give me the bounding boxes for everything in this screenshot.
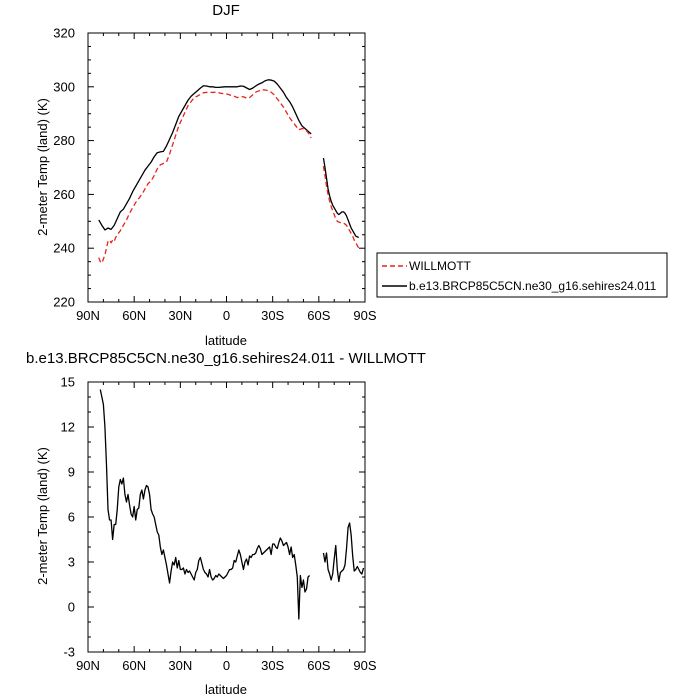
top-series-line-willmott	[98, 89, 312, 264]
top-chart: 90N 60N 30N 0 30S 60S 90S 220 240 260 280 300 320	[53, 26, 377, 324]
top-series-line-model	[322, 157, 360, 239]
bottom-chart: 90N 60N 30N 0 30S 60S 90S -3 0 3 6 9 12 15	[61, 375, 377, 674]
top-x-tick-label: 90S	[353, 308, 376, 323]
top-x-tick-label: 60S	[307, 308, 330, 323]
top-y-tick-label: 260	[53, 187, 75, 202]
bottom-plot-frame	[87, 381, 366, 653]
top-y-tick-label: 300	[53, 79, 75, 94]
top-x-tick-label: 60N	[122, 308, 146, 323]
top-series-line-willmott	[322, 166, 360, 249]
bottom-series-line-model	[99, 389, 311, 620]
bottom-x-tick-label: 60N	[122, 658, 146, 673]
top-y-tick-label: 240	[53, 241, 75, 256]
bottom-x-tick-label: 30N	[168, 658, 192, 673]
bottom-x-tick-label: 60S	[307, 658, 330, 673]
top-chart-xlabel: latitude	[205, 333, 247, 348]
legend-label-model: b.e13.BRCP85C5CN.ne30_g16.sehires24.011	[409, 279, 657, 293]
bottom-y-tick-label: 15	[61, 375, 75, 390]
bottom-y-tick-label: 6	[68, 510, 75, 525]
bottom-y-tick-label: 3	[68, 555, 75, 570]
top-y-tick-label: 220	[53, 295, 75, 310]
bottom-y-tick-label: -3	[63, 645, 75, 660]
top-x-tick-label: 0	[223, 308, 230, 323]
bottom-chart-ylabel: 2-meter Temp (land) (K)	[35, 447, 50, 585]
bottom-x-tick-label: 0	[223, 658, 230, 673]
bottom-chart-title: b.e13.BRCP85C5CN.ne30_g16.sehires24.011 …	[26, 350, 426, 367]
bottom-y-tick-label: 12	[61, 420, 75, 435]
top-x-tick-label: 30N	[168, 308, 192, 323]
bottom-y-tick-label: 0	[68, 600, 75, 615]
top-y-tick-label: 320	[53, 26, 75, 41]
bottom-chart-xlabel: latitude	[205, 682, 247, 697]
top-series-line-model	[98, 79, 312, 231]
bottom-x-tick-label: 90S	[353, 658, 376, 673]
legend-box	[376, 252, 668, 298]
top-y-tick-label: 280	[53, 133, 75, 148]
bottom-x-tick-label: 30S	[261, 658, 284, 673]
legend-label-willmott: WILLMOTT	[409, 259, 472, 273]
top-chart-ylabel: 2-meter Temp (land) (K)	[35, 98, 50, 236]
top-chart-title: DJF	[212, 2, 240, 19]
bottom-x-tick-label: 90N	[76, 658, 100, 673]
bottom-series-line-model	[322, 522, 365, 583]
top-x-tick-label: 30S	[261, 308, 284, 323]
top-x-tick-label: 90N	[76, 308, 100, 323]
legend: WILLMOTT b.e13.BRCP85C5CN.ne30_g16.sehir…	[376, 252, 668, 298]
bottom-y-tick-label: 9	[68, 465, 75, 480]
